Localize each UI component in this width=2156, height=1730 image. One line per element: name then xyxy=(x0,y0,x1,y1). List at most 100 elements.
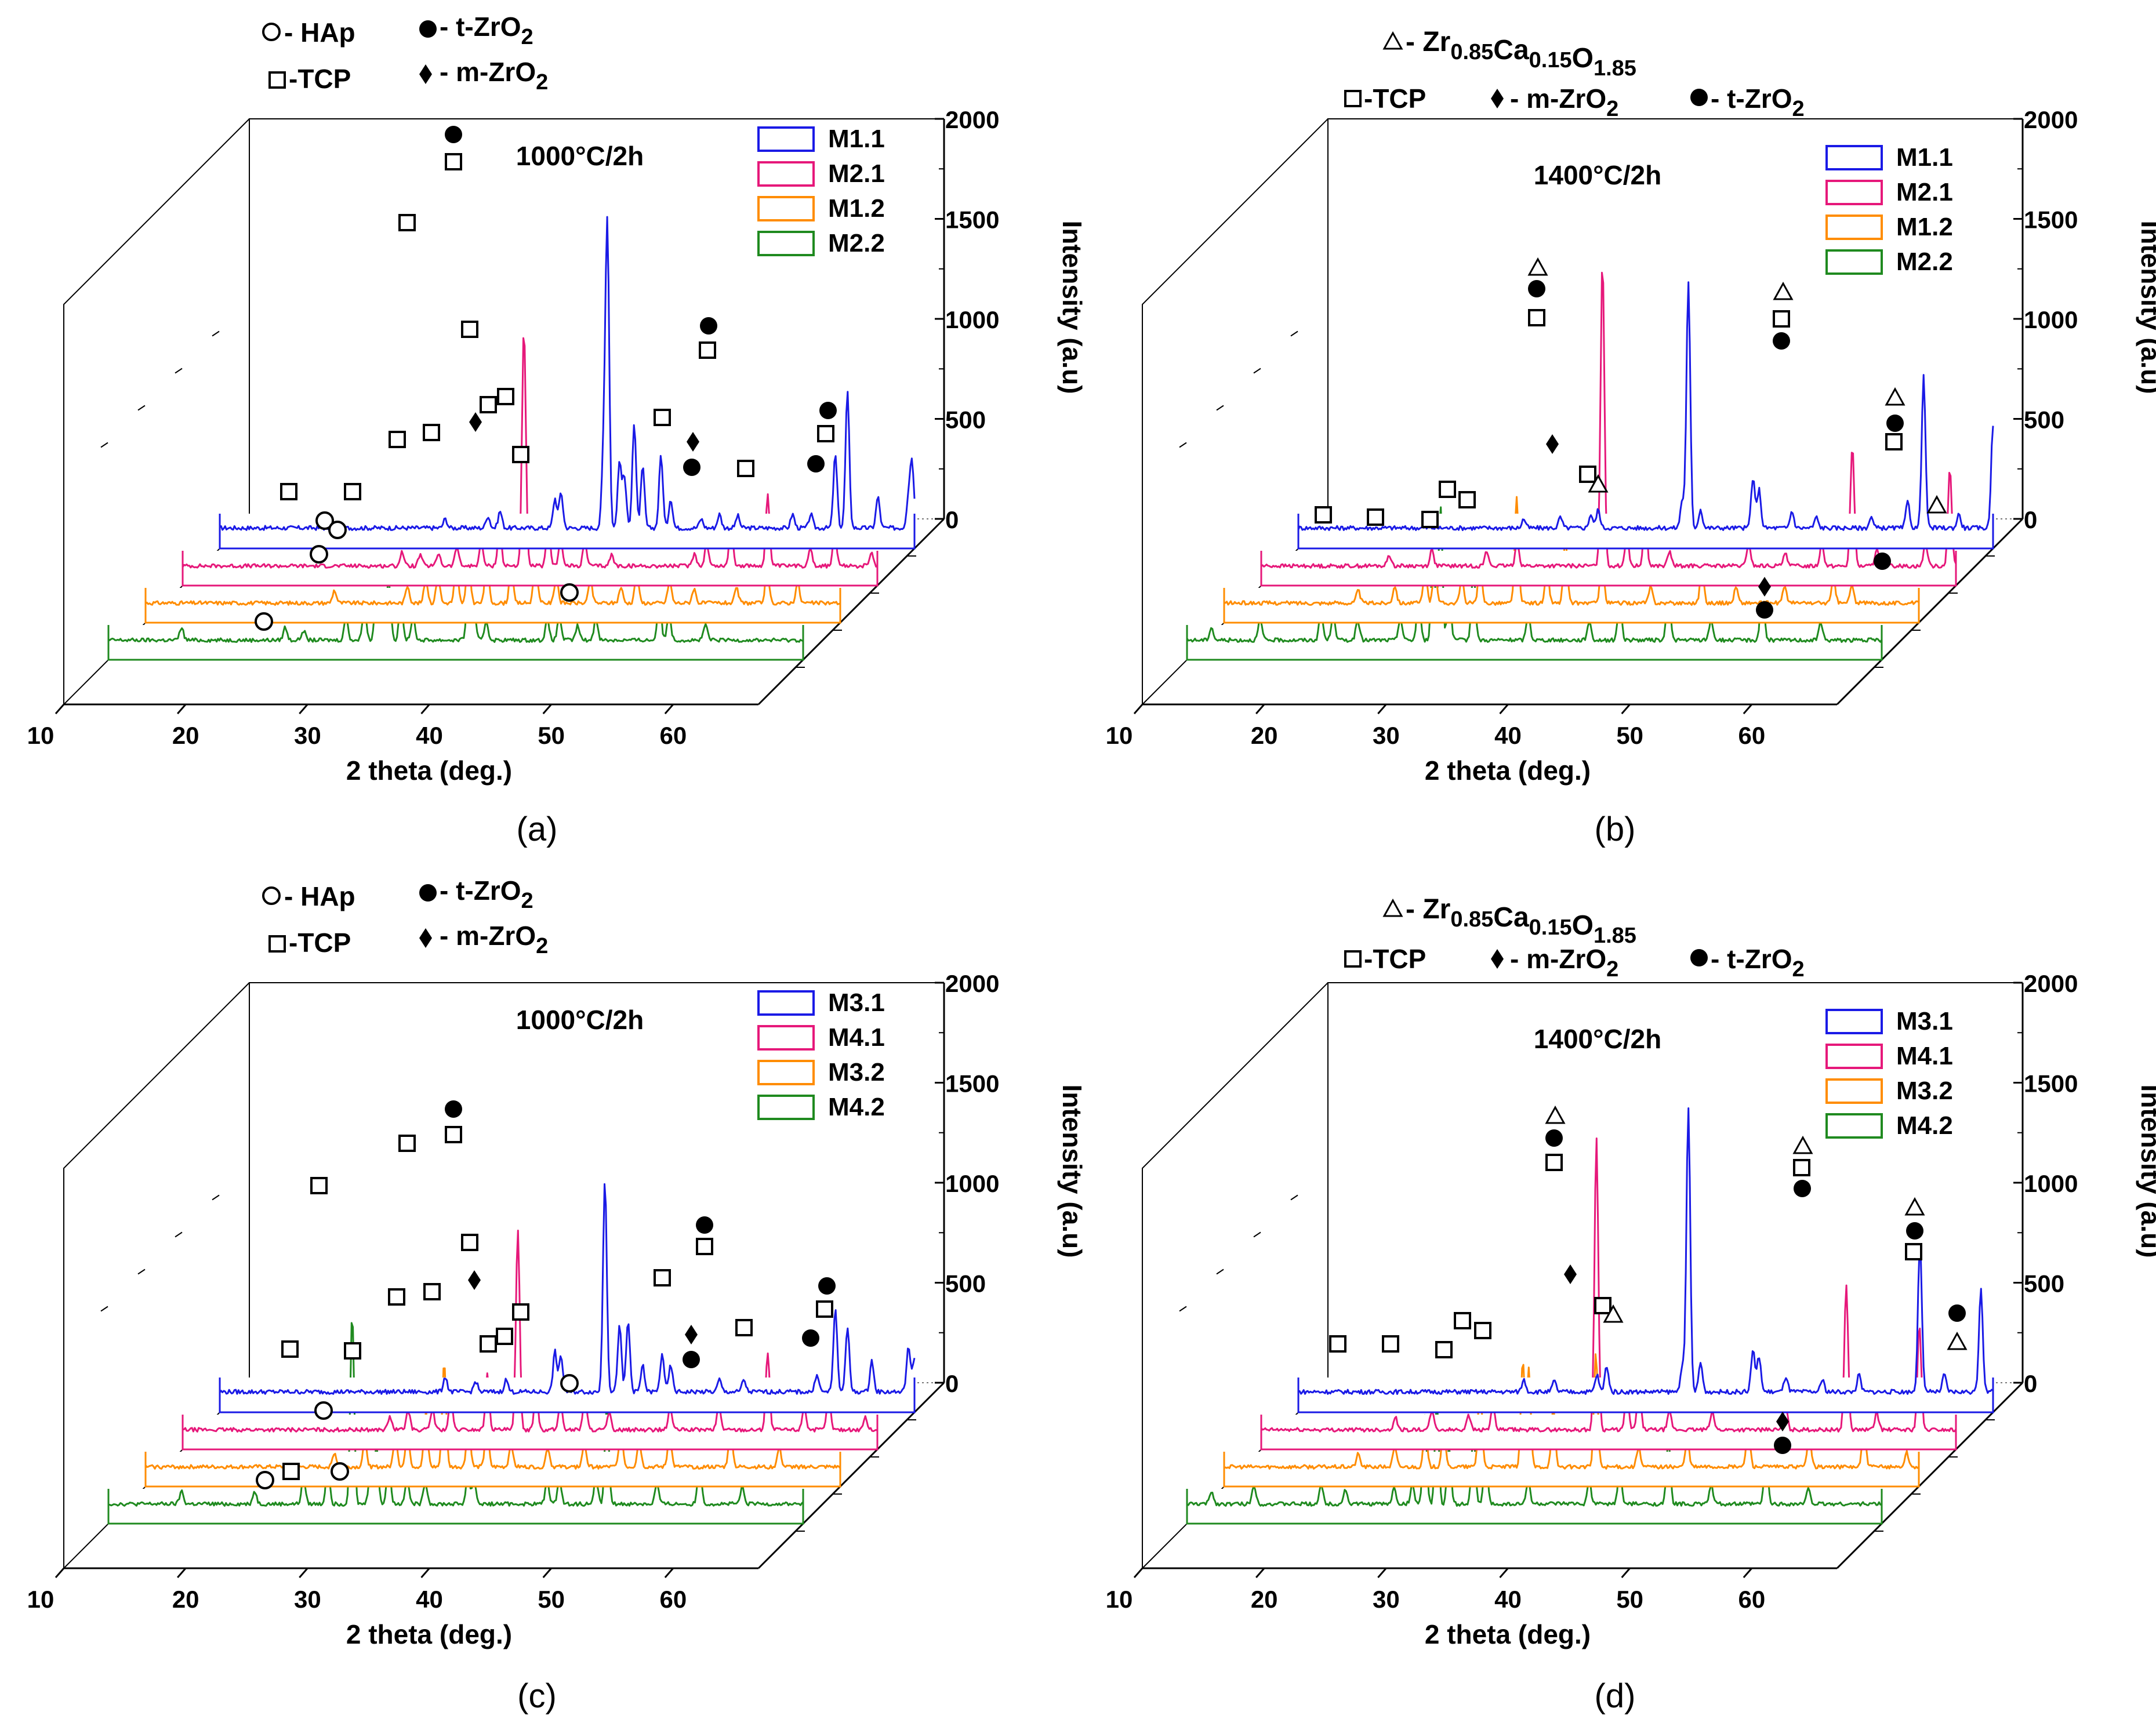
legend-tzro2-text: - t-ZrO2 xyxy=(1711,83,1805,121)
peak-marker-square xyxy=(388,1288,405,1306)
marker-legend: - Zr0.85Ca0.15O1.85-TCP - m-ZrO2 - t-ZrO2 xyxy=(1344,27,1805,121)
x-tick-label: 10 xyxy=(27,1586,55,1613)
legend-entry: M3.2 xyxy=(1896,1077,1953,1105)
x-tick-mark xyxy=(1377,704,1387,714)
z-tick-label: 2000 xyxy=(945,970,999,997)
peak-marker-square xyxy=(1382,1335,1399,1353)
peak-marker-square xyxy=(512,446,529,463)
legend-entry: M4.1 xyxy=(828,1023,885,1052)
peak-marker-square xyxy=(398,1135,416,1152)
peak-marker-square xyxy=(1474,1322,1491,1339)
x-tick-mark xyxy=(299,1568,308,1578)
peak-marker-dot xyxy=(1886,415,1904,432)
legend-zcao-text: - Zr0.85Ca0.15O1.85 xyxy=(1406,27,1636,81)
peak-marker-dot xyxy=(1906,1222,1923,1240)
legend-mzro2-text: - m-ZrO2 xyxy=(1510,83,1618,121)
legend-mzro2-icon xyxy=(419,928,432,948)
peak-marker-dot xyxy=(1774,1437,1791,1454)
peak-marker-triangle xyxy=(1904,1197,1925,1216)
legend-swatch xyxy=(1825,145,1883,170)
legend-tcp-icon xyxy=(1344,950,1362,968)
peak-marker-dot xyxy=(819,402,837,419)
peak-marker-dot xyxy=(1773,332,1790,350)
peak-marker-square xyxy=(423,1283,441,1300)
panel-title: 1400°C/2h xyxy=(1534,160,1661,190)
legend-entry: M1.2 xyxy=(1896,213,1953,241)
x-tick-label: 10 xyxy=(27,722,55,749)
peak-marker-square xyxy=(1905,1243,1922,1260)
x-tick-mark xyxy=(1133,704,1144,714)
depth-axis-line xyxy=(1836,1382,2024,1569)
left-wall-tick xyxy=(100,1306,108,1312)
peak-marker-square xyxy=(1458,491,1476,508)
peak-marker-square xyxy=(512,1303,529,1321)
peak-marker-dot xyxy=(1756,601,1773,619)
peak-marker-triangle xyxy=(1545,1105,1566,1124)
x-tick-mark xyxy=(542,704,552,714)
peak-marker-triangle xyxy=(1885,387,1905,406)
x-tick-label: 40 xyxy=(1494,722,1522,749)
x-tick-label: 40 xyxy=(1494,1586,1522,1613)
peak-marker-square xyxy=(816,1300,833,1318)
peak-marker-square xyxy=(817,425,834,442)
peak-marker-dot xyxy=(1948,1304,1966,1322)
x-tick-mark xyxy=(299,704,308,714)
left-wall-tick xyxy=(1179,1306,1187,1312)
peak-marker-diamond xyxy=(1758,577,1771,597)
marker-legend: - Zr0.85Ca0.15O1.85-TCP - m-ZrO2 - t-ZrO2 xyxy=(1344,894,1805,982)
peak-marker-square xyxy=(281,1340,299,1358)
peak-marker-triangle xyxy=(1603,1304,1624,1323)
left-wall-tick xyxy=(212,330,220,337)
peak-marker-dot xyxy=(1528,280,1545,297)
peak-marker-square xyxy=(1885,433,1903,450)
panel-title: 1400°C/2h xyxy=(1534,1024,1661,1054)
legend-entry: M3.1 xyxy=(828,988,885,1017)
legend-swatch xyxy=(1825,1044,1883,1069)
x-tick-mark xyxy=(420,1568,430,1578)
peak-marker-square xyxy=(1579,466,1596,483)
x-tick-mark xyxy=(1499,704,1509,714)
peak-marker-square xyxy=(1773,310,1790,328)
legend-entry: M3.1 xyxy=(1896,1007,1953,1035)
legend-zcao-text: - Zr0.85Ca0.15O1.85 xyxy=(1406,894,1636,948)
z-tick-label: 500 xyxy=(945,406,986,434)
series-lane-M4-2 xyxy=(107,1489,804,1525)
left-wall-tick xyxy=(1216,405,1224,411)
series-lane-M4-1 xyxy=(1260,1415,1957,1451)
legend-entry: M2.2 xyxy=(828,229,885,257)
series-line-M1-1 xyxy=(219,216,916,531)
x-tick-mark xyxy=(664,1568,674,1578)
legend-tzro2-text: - t-ZrO2 xyxy=(1711,944,1805,982)
legend-entry: M2.1 xyxy=(828,159,885,188)
x-axis-label: 2 theta (deg.) xyxy=(1425,755,1591,786)
series-line-M3-2 xyxy=(144,1367,841,1470)
peak-marker-square xyxy=(496,1328,513,1345)
left-wall-tick xyxy=(137,1269,146,1275)
legend-swatch xyxy=(757,990,815,1016)
series-line-M2-2 xyxy=(1186,506,1883,643)
depth-axis-line xyxy=(757,518,945,706)
x-axis-label: 2 theta (deg.) xyxy=(1425,1619,1591,1649)
legend-mzro2-text: - m-ZrO2 xyxy=(440,921,548,958)
legend-swatch xyxy=(757,161,815,187)
legend-swatch xyxy=(757,231,815,256)
peak-marker-square xyxy=(1421,511,1439,528)
legend-swatch xyxy=(757,126,815,152)
legend-entry: M4.2 xyxy=(1896,1111,1953,1140)
z-tick-label: 0 xyxy=(945,1370,959,1397)
legend-swatch xyxy=(757,1060,815,1085)
peak-marker-diamond xyxy=(1776,1412,1789,1431)
series-lane-M4-1 xyxy=(182,1415,879,1451)
x-tick-label: 20 xyxy=(172,1586,199,1613)
caption-b: (b) xyxy=(1595,811,1636,848)
peak-marker-square xyxy=(1367,508,1384,526)
legend-tzro2-text: - t-ZrO2 xyxy=(440,12,533,49)
x-tick-mark xyxy=(420,704,430,714)
peak-marker-square xyxy=(1545,1154,1563,1171)
legend-hap-icon xyxy=(262,886,281,905)
peak-marker-square xyxy=(398,214,416,231)
series-line-M3-1 xyxy=(1298,1107,1994,1395)
x-tick-mark xyxy=(177,704,187,714)
x-tick-mark xyxy=(542,1568,552,1578)
x-tick-mark xyxy=(1377,1568,1387,1578)
